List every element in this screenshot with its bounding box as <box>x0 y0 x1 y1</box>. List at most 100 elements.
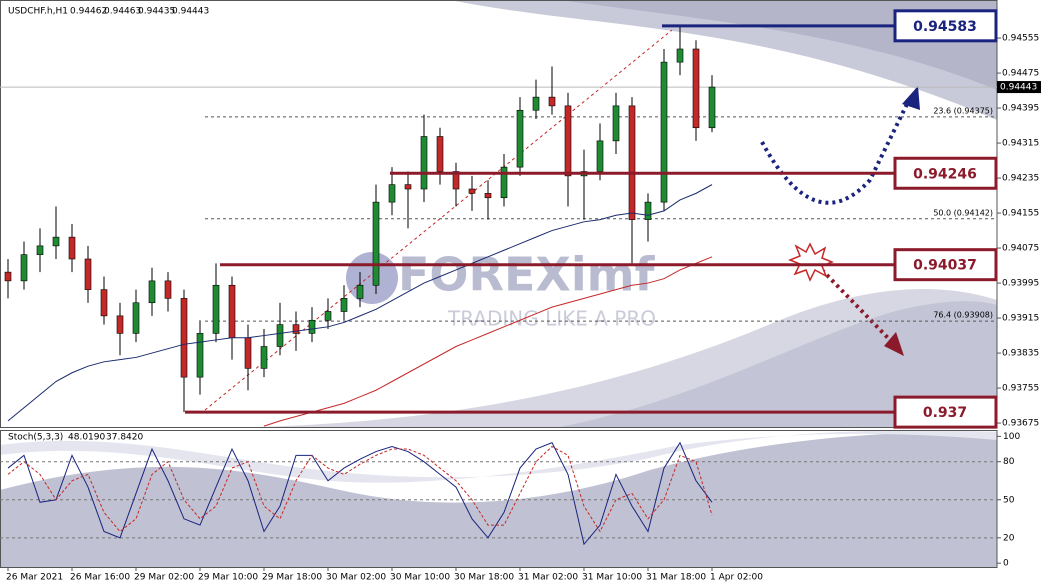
fib-label: 23.6 (0.94375) <box>933 106 993 115</box>
candle-body <box>628 105 636 220</box>
x-tick-label: 30 Mar 10:00 <box>390 573 450 583</box>
forecast-arrow-down <box>820 268 890 340</box>
candle-body <box>132 302 140 334</box>
trend-line <box>204 29 673 411</box>
watermark: FOREXimf <box>398 248 656 302</box>
stoch-line <box>7 445 713 533</box>
symbol-title: USDCHF.h,H1 <box>8 7 68 17</box>
y-tick-label: 0.94315 <box>1002 139 1039 149</box>
header-value: 48.0190 <box>68 433 105 443</box>
x-tick-label: 29 Mar 10:00 <box>198 573 258 583</box>
level-box <box>893 9 998 43</box>
candle-body <box>612 105 620 142</box>
candle-body <box>84 258 92 290</box>
arrowhead <box>902 86 920 110</box>
logo-circle <box>346 252 398 304</box>
candle-body <box>116 315 124 334</box>
y-tick-label: 0.93755 <box>1002 384 1039 394</box>
watermark-logo <box>346 252 398 304</box>
candle-body <box>676 48 684 63</box>
y-tick-label: 100 <box>1003 432 1020 442</box>
header-value: 0.94435 <box>138 7 175 17</box>
x-tick-label: 29 Mar 02:00 <box>134 573 194 583</box>
header-value: 37.8420 <box>106 433 143 443</box>
candle-body <box>244 337 252 369</box>
y-tick-label: 0 <box>1003 559 1009 569</box>
fib-label: 76.4 (0.93908) <box>933 311 993 320</box>
arrowhead <box>884 332 904 356</box>
candle-body <box>660 61 668 203</box>
candle-body <box>212 284 220 334</box>
candle-body <box>276 324 284 347</box>
level-box <box>893 395 998 429</box>
bg-shape <box>0 430 997 483</box>
candle-body <box>372 201 380 286</box>
header-value: 0.94443 <box>172 7 209 17</box>
candle-body <box>324 311 332 321</box>
candle-body <box>36 245 44 255</box>
candle-body <box>516 109 524 168</box>
candle-body <box>500 166 508 199</box>
candle-body <box>404 184 412 190</box>
y-tick-label: 0.94235 <box>1002 174 1039 184</box>
level-label: 0.94037 <box>913 258 977 274</box>
candle-body <box>100 289 108 317</box>
y-tick-label: 50 <box>1003 495 1015 505</box>
moving-average <box>263 256 713 427</box>
candle-body <box>436 136 444 172</box>
y-tick-label: 0.94155 <box>1002 209 1039 219</box>
y-tick-label: 0.94555 <box>1002 34 1039 44</box>
fib-label: 50.0 (0.94142) <box>933 208 993 217</box>
candle-body <box>420 136 428 190</box>
candle-body <box>708 86 716 129</box>
candle-body <box>468 188 476 194</box>
candle-body <box>20 254 28 282</box>
y-tick-label: 0.93915 <box>1002 314 1039 324</box>
candle-body <box>308 319 316 334</box>
y-tick-label: 0.94475 <box>1002 69 1039 79</box>
candle-body <box>564 105 572 177</box>
candle-body <box>52 236 60 247</box>
last-price-tag <box>997 81 1041 94</box>
moving-average <box>7 184 713 422</box>
candle-body <box>596 140 604 172</box>
candle-body <box>148 280 156 304</box>
candle-body <box>228 284 236 339</box>
y-tick-label: 0.94075 <box>1002 244 1039 254</box>
y-tick-label: 0.93835 <box>1002 349 1039 359</box>
candle-body <box>340 298 348 312</box>
y-tick-label: 0.93995 <box>1002 279 1039 289</box>
stoch-panel-frame <box>0 430 998 568</box>
x-tick-label: 1 Apr 02:00 <box>710 573 763 583</box>
candle-body <box>388 184 396 203</box>
candle-body <box>196 333 204 378</box>
y-tick-label: 0.93675 <box>1002 419 1039 429</box>
candle-body <box>164 280 172 299</box>
stoch-line <box>7 441 713 546</box>
breakout-icon <box>787 242 835 282</box>
candle-body <box>692 48 700 129</box>
candle-body <box>532 96 540 111</box>
y-tick-label: 80 <box>1003 457 1015 467</box>
x-tick-label: 31 Mar 02:00 <box>518 573 578 583</box>
level-box <box>893 248 998 282</box>
candle-body <box>356 284 364 299</box>
header-value: 0.94463 <box>104 7 141 17</box>
level-label: 0.94583 <box>913 19 977 35</box>
candle-body <box>68 236 76 260</box>
x-tick-label: 30 Mar 02:00 <box>326 573 386 583</box>
watermark-sub: TRADING LIKE A PRO <box>447 307 656 331</box>
candle-body <box>292 324 300 334</box>
x-tick-label: 26 Mar 2021 <box>6 573 63 583</box>
x-tick-label: 31 Mar 10:00 <box>582 573 642 583</box>
candle-body <box>4 271 12 282</box>
candle-body <box>548 96 556 107</box>
y-tick-label: 20 <box>1003 533 1015 543</box>
forecast-arrow-up <box>760 101 910 205</box>
candle-body <box>484 193 492 199</box>
bg-shape <box>0 431 997 567</box>
x-tick-label: 26 Mar 16:00 <box>70 573 130 583</box>
candle-body <box>452 171 460 190</box>
candle-body <box>180 298 188 378</box>
